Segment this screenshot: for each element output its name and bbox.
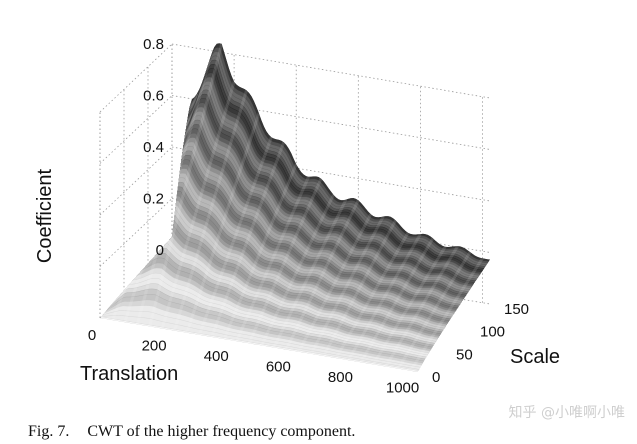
y-tick-label: 50 [456,346,473,363]
z-axis-title: Coefficient [34,168,56,263]
surface-band [396,251,472,370]
axes: 0 0.2 0.4 0.6 0.8 0 200 400 600 800 1000 0 50 100 150 [88,36,529,397]
surface-band [173,89,248,332]
x-tick-label: 1000 [386,380,419,397]
surface-band [409,257,484,372]
surface-band [272,198,348,349]
x-tick-label: 600 [266,359,291,376]
surface-band [210,141,286,338]
surface-band [260,194,335,347]
surface-band [148,43,224,327]
grid-line [99,95,173,164]
surface-band [347,233,422,361]
caption-label: Fig. 7. [28,423,70,440]
surface-band [197,136,273,336]
surface-band [100,236,174,319]
grid-line [99,146,173,216]
caption-text: CWT of the higher frequency component. [87,423,356,440]
grid-line [99,43,173,113]
surface-band [309,215,385,355]
z-tick-label: 0.2 [143,191,164,208]
surface-slice [102,310,421,370]
surface-band [284,199,360,351]
x-tick-label: 400 [204,348,229,365]
grid-line [171,146,491,202]
grid-line [171,95,491,150]
y-tick-label: 150 [504,301,529,318]
y-tick-label: 100 [480,324,505,341]
grid-line [99,198,173,267]
surface-band [247,177,323,344]
watermark-text: 知乎 @小唯啊小唯 [508,405,625,421]
z-tick-label: 0 [156,242,164,259]
surface-slice [100,315,420,372]
surface-band [334,232,410,359]
y-tick-label: 0 [432,369,440,386]
surface-band [160,81,236,329]
surface-band [222,163,298,340]
surface-band [185,112,261,334]
z-tick-label: 0.8 [143,36,164,53]
grid-line [171,43,491,99]
axis-labels: Coefficient Translation Scale [34,168,560,385]
surface-band [384,245,459,368]
surface-band [322,219,397,357]
figure-caption: Fig. 7. CWT of the higher frequency compo… [28,423,373,441]
coefficient-surface [100,43,490,372]
z-tick-label: 0.4 [143,139,164,156]
surface-band [359,237,435,364]
surface-band [297,213,373,353]
surface-band [372,245,447,366]
y-axis-title: Scale [510,346,560,368]
x-tick-label: 0 [88,327,96,344]
x-tick-label: 800 [328,369,353,386]
surface-band [235,176,311,342]
x-axis-title: Translation [80,363,178,385]
x-tick-label: 200 [142,338,167,355]
z-tick-label: 0.6 [143,88,164,105]
